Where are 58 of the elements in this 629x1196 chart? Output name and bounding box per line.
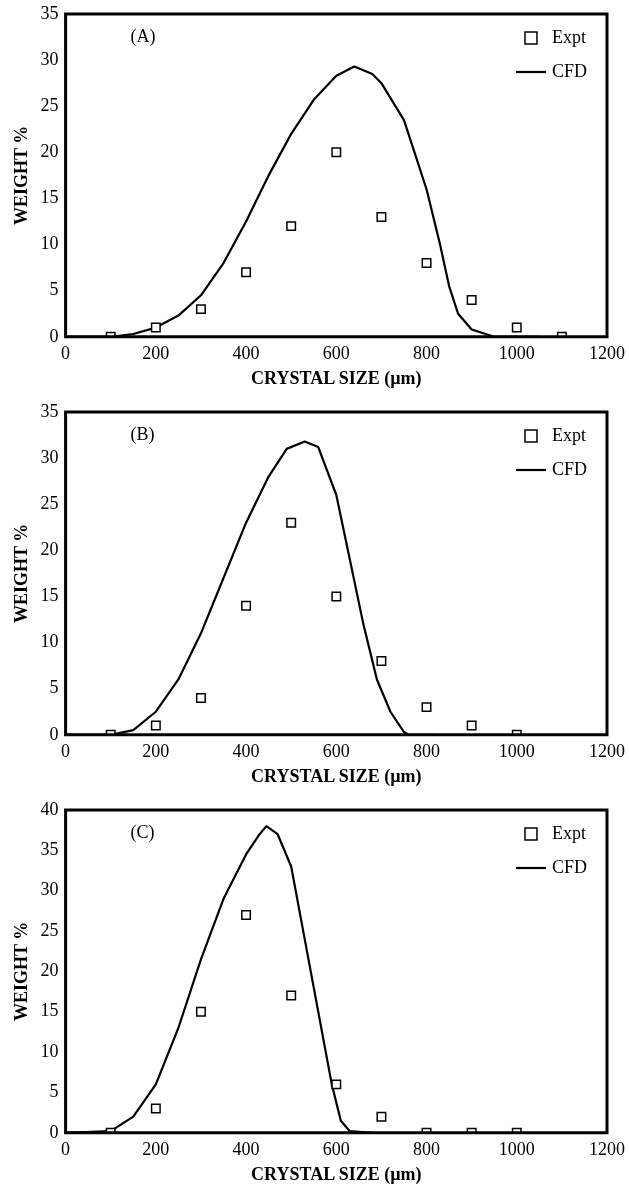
x-tick-label: 600: [322, 1139, 350, 1160]
annotation: (B): [130, 423, 155, 445]
y-axis-title: WEIGHT %: [11, 921, 32, 1021]
x-tick-label: 800: [413, 741, 441, 762]
x-tick-label: 1000: [498, 1139, 535, 1160]
y-tick-label: 20: [40, 960, 59, 981]
y-tick-label: 35: [40, 2, 59, 23]
y-tick-label: 30: [40, 48, 59, 69]
x-tick-label: 400: [232, 1139, 260, 1160]
x-tick-label: 200: [142, 343, 170, 364]
x-tick-label: 800: [413, 1139, 441, 1160]
y-axis-title: WEIGHT %: [11, 125, 32, 225]
x-axis-title: CRYSTAL SIZE (µm): [251, 1163, 422, 1185]
y-tick-label: 35: [40, 839, 59, 860]
y-tick-label: 10: [40, 233, 59, 254]
y-tick-label: 30: [40, 879, 59, 900]
x-tick-label: 600: [322, 343, 350, 364]
legend-label: CFD: [551, 458, 587, 479]
y-tick-label: 5: [49, 1081, 59, 1102]
x-tick-label: 600: [322, 741, 350, 762]
y-tick-label: 5: [49, 279, 59, 300]
legend-label: CFD: [551, 856, 587, 877]
x-tick-label: 1200: [589, 343, 625, 364]
legend-label: Expt: [551, 424, 586, 445]
y-tick-label: 15: [40, 1000, 59, 1021]
y-tick-label: 0: [49, 1121, 59, 1142]
y-tick-label: 15: [40, 585, 59, 606]
legend-label: CFD: [551, 60, 587, 81]
y-tick-label: 0: [49, 325, 59, 346]
y-tick-label: 20: [40, 539, 59, 560]
x-tick-label: 800: [413, 343, 441, 364]
y-tick-label: 10: [40, 1040, 59, 1061]
x-axis-title: CRYSTAL SIZE (µm): [251, 367, 422, 389]
x-tick-label: 1000: [498, 741, 535, 762]
y-tick-label: 5: [49, 677, 59, 698]
x-tick-label: 200: [142, 741, 170, 762]
x-tick-label: 200: [142, 1139, 170, 1160]
y-tick-label: 25: [40, 919, 59, 940]
y-tick-label: 0: [49, 723, 59, 744]
annotation: (C): [130, 821, 155, 843]
legend-label: Expt: [551, 26, 586, 47]
y-tick-label: 40: [40, 798, 59, 819]
x-tick-label: 1200: [589, 741, 625, 762]
x-tick-label: 1200: [589, 1139, 625, 1160]
x-tick-label: 1000: [498, 343, 535, 364]
y-tick-label: 25: [40, 94, 59, 115]
annotation: (A): [130, 25, 156, 47]
y-tick-label: 35: [40, 400, 59, 421]
y-tick-label: 30: [40, 446, 59, 467]
x-tick-label: 400: [232, 741, 260, 762]
y-axis-title: WEIGHT %: [11, 523, 32, 623]
x-axis-title: CRYSTAL SIZE (µm): [251, 765, 422, 787]
y-tick-label: 20: [40, 141, 59, 162]
y-tick-label: 25: [40, 492, 59, 513]
legend-label: Expt: [551, 822, 586, 843]
x-tick-label: 400: [232, 343, 260, 364]
y-tick-label: 15: [40, 187, 59, 208]
y-tick-label: 10: [40, 631, 59, 652]
